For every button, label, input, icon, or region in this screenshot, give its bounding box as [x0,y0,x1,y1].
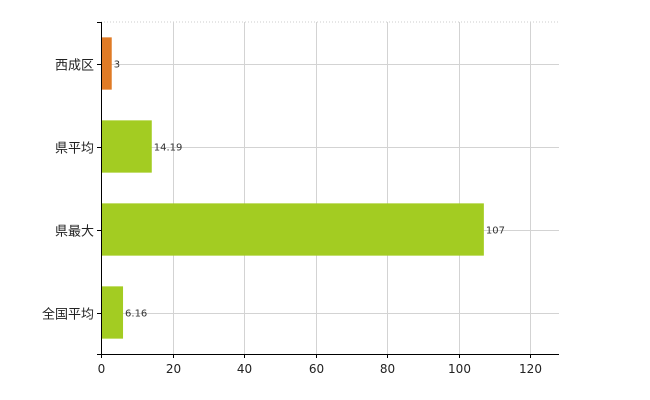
bars [101,37,484,339]
category-label-3: 全国平均 [42,307,94,323]
x-tick-label-100: 100 [448,362,471,376]
axes [97,22,559,358]
bar-0 [101,37,112,90]
data-label-0: 3 [114,60,120,71]
bar-1 [101,120,152,173]
data-label-1: 14.19 [154,143,183,154]
bar-3 [101,286,124,339]
bar-2 [101,203,484,256]
x-tick-label-40: 40 [237,362,252,376]
x-tick-label-20: 20 [166,362,181,376]
category-label-1: 県平均 [55,142,94,157]
x-tick-label-60: 60 [309,362,324,376]
data-label-2: 107 [486,226,505,237]
x-tick-label-0: 0 [98,362,106,376]
category-label-2: 県最大 [55,225,94,240]
x-tick-label-120: 120 [519,362,542,376]
data-label-3: 6.16 [125,309,147,320]
gridlines [101,21,559,354]
category-label-0: 西成区 [55,59,94,74]
x-tick-label-80: 80 [380,362,395,376]
